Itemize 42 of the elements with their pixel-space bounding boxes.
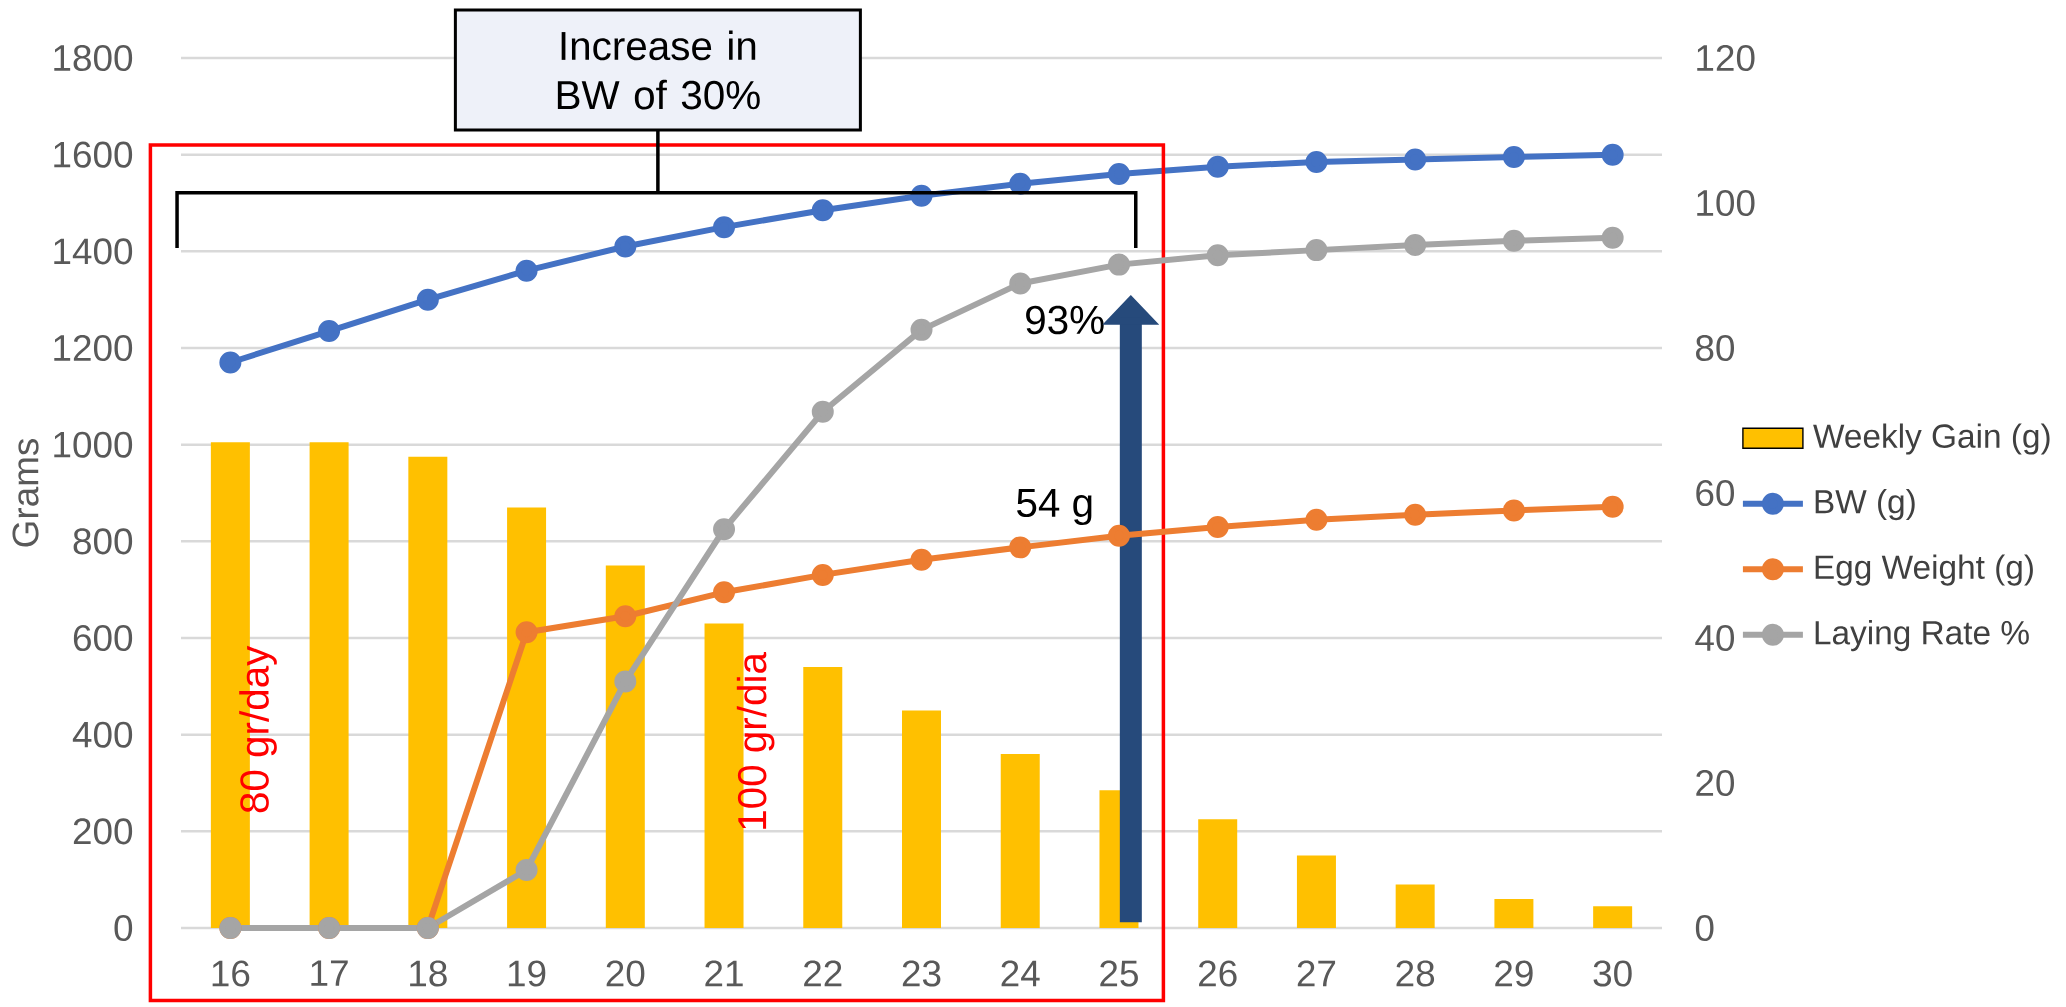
x-tick-label: 25 xyxy=(1100,960,1138,987)
x-tick-label: 23 xyxy=(902,960,941,987)
y-tick-label: 0 xyxy=(114,914,133,942)
x-tick-label: 21 xyxy=(705,960,743,987)
y2-tick-label: 20 xyxy=(1696,769,1735,797)
y-tick-label: 1800 xyxy=(54,44,133,72)
y2-tick-label: 0 xyxy=(1695,914,1714,942)
y-tick-label: 1200 xyxy=(54,334,133,362)
y-tick-label: 200 xyxy=(73,818,133,845)
y2-tick-label: 80 xyxy=(1696,334,1735,362)
legend-label: Egg Weight (g) xyxy=(1815,554,2033,586)
annotation: 100 gr/dia xyxy=(736,652,775,829)
annotation: Increase in BW of 30% xyxy=(557,30,760,110)
x-tick-label: 24 xyxy=(1001,960,1040,987)
annotation: 80 gr/day xyxy=(239,645,277,813)
x-tick-label: 17 xyxy=(311,960,348,986)
y2-tick-label: 60 xyxy=(1696,479,1735,507)
y-tick-label: 1400 xyxy=(54,238,133,265)
x-tick-label: 18 xyxy=(410,960,447,987)
x-tick-label: 22 xyxy=(804,960,842,987)
legend-label: Weekly Gain (g) xyxy=(1813,423,2050,455)
x-tick-label: 20 xyxy=(606,960,645,987)
y2-tick-label: 120 xyxy=(1697,44,1755,72)
x-tick-label: 28 xyxy=(1396,960,1435,987)
x-tick-label: 29 xyxy=(1495,960,1533,987)
legend-label: Laying Rate % xyxy=(1815,620,2029,652)
y-tick-label: 600 xyxy=(73,624,133,652)
y2-tick-label: 40 xyxy=(1695,624,1735,652)
x-tick-label: 30 xyxy=(1593,960,1632,987)
y-tick-label: 800 xyxy=(73,528,133,555)
x-tick-label: 27 xyxy=(1297,960,1336,987)
x-tick-label: 19 xyxy=(508,960,546,987)
y-tick-label: 1000 xyxy=(54,431,133,458)
annotation: 93% xyxy=(1026,305,1104,335)
x-tick-label: 26 xyxy=(1199,960,1237,987)
y-tick-label: 1600 xyxy=(54,141,133,168)
legend-label: BW (g) xyxy=(1815,489,1915,521)
y-tick-label: 400 xyxy=(72,721,133,748)
y2-tick-label: 100 xyxy=(1697,189,1755,217)
annotation: 54 g xyxy=(1017,488,1092,526)
y-axis-title: Grams xyxy=(12,439,39,547)
x-tick-label: 16 xyxy=(212,960,250,987)
